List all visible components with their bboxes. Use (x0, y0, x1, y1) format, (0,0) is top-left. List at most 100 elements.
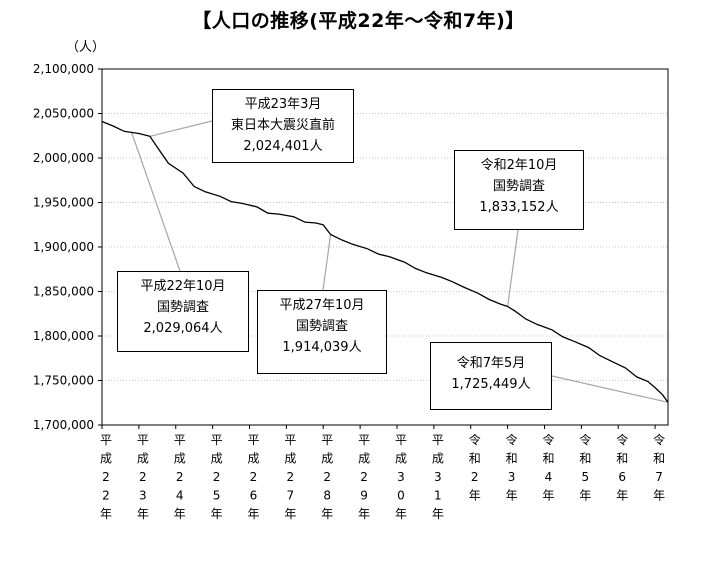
x-tick-label-char: 年 (542, 489, 554, 503)
callout-r2-census: 令和2年10月 国勢調査 1,833,152人 (454, 150, 584, 230)
x-tick-label-char: 平 (358, 433, 370, 447)
x-tick-label-char: 成 (174, 452, 186, 466)
x-tick-label-char: 成 (137, 452, 149, 466)
y-tick-label: 1,900,000 (33, 240, 94, 254)
x-tick-label-char: 年 (247, 507, 259, 521)
x-tick-label-char: 4 (176, 489, 184, 503)
x-tick-label-char: 平 (137, 433, 149, 447)
callout-r7-latest: 令和7年5月 1,725,449人 (430, 342, 552, 410)
callout-line: 令和2年10月 (480, 158, 558, 173)
x-tick-label-char: 5 (213, 489, 221, 503)
population-series-line (101, 120, 669, 403)
x-tick-label-char: 6 (250, 489, 258, 503)
callout-line: 平成23年3月 (244, 97, 322, 112)
callout-h23-pre-earthquake: 平成23年3月 東日本大震災直前 2,024,401人 (212, 89, 354, 163)
x-tick-label-char: 令 (579, 432, 591, 447)
y-tick-label: 1,800,000 (33, 329, 94, 343)
callout-leader-r2 (507, 229, 519, 307)
series-layer (101, 120, 669, 403)
x-tick-label-char: 成 (100, 452, 112, 466)
y-tick-label: 1,850,000 (33, 285, 94, 299)
x-tick-label-char: 6 (618, 470, 626, 484)
x-tick-label-char: 平 (100, 433, 112, 447)
x-tick-label-char: 2 (360, 470, 368, 484)
chart-title: 【人口の推移(平成22年～令和7年)】 (192, 10, 525, 32)
callout-line: 1,914,039人 (282, 340, 362, 355)
callout-h22-census: 平成22年10月 国勢調査 2,029,064人 (117, 271, 249, 352)
x-tick-label-char: 平 (432, 433, 444, 447)
x-tick-label-char: 和 (616, 452, 628, 466)
x-tick-label-char: 年 (469, 489, 481, 503)
x-tick-label-char: 3 (508, 470, 516, 484)
x-tick-label-char: 1 (434, 489, 442, 503)
x-tick-label-char: 令 (469, 432, 481, 447)
x-tick-label-char: 年 (321, 507, 333, 521)
x-tick-label-char: 3 (397, 470, 405, 484)
y-tick-label: 1,950,000 (33, 196, 94, 210)
x-tick-label-char: 2 (250, 470, 258, 484)
x-tick-label-char: 2 (139, 470, 147, 484)
x-tick-label-char: 年 (653, 489, 665, 503)
y-axis-unit: （人） (66, 40, 106, 55)
x-tick-label-char: 和 (653, 452, 665, 466)
y-tick-label: 2,050,000 (33, 107, 94, 121)
x-tick-label-char: 7 (655, 470, 663, 484)
callout-leader-h22 (130, 131, 181, 272)
x-tick-label-char: 年 (395, 507, 407, 521)
x-tick-label-char: 平 (247, 433, 259, 447)
x-tick-label-char: 平 (211, 433, 223, 447)
x-tick-label-char: 3 (434, 470, 442, 484)
x-tick-label-char: 成 (211, 452, 223, 466)
x-tick-label-char: 年 (211, 507, 223, 521)
callout-line: 1,833,152人 (479, 200, 559, 215)
x-tick-label-char: 年 (358, 507, 370, 521)
y-tick-label: 1,700,000 (33, 418, 94, 432)
x-tick-label-char: 成 (358, 452, 370, 466)
x-tick-label-char: 年 (174, 507, 186, 521)
x-tick-label-char: 8 (323, 489, 331, 503)
x-tick-label-char: 和 (506, 452, 518, 466)
x-tick-label-char: 年 (616, 489, 628, 503)
callout-line: 国勢調査 (295, 319, 348, 334)
callout-leader-h27 (322, 234, 332, 291)
x-tick-label-char: 和 (469, 452, 481, 466)
x-tick-label-char: 2 (287, 470, 295, 484)
y-tick-label: 2,100,000 (33, 62, 94, 76)
x-tick-label-char: 2 (102, 470, 110, 484)
x-tick-label-char: 平 (395, 433, 407, 447)
callout-line: 平成27年10月 (279, 298, 365, 313)
callout-leader-r7 (551, 375, 669, 403)
x-tick-label-char: 年 (137, 507, 149, 521)
x-tick-label-char: 年 (284, 507, 296, 521)
x-tick-label-char: 平 (174, 433, 186, 447)
x-tick-label-char: 令 (616, 432, 628, 447)
x-tick-label-char: 9 (360, 489, 368, 503)
x-tick-label-char: 和 (542, 452, 554, 466)
x-tick-label-char: 年 (579, 489, 591, 503)
callout-line: 東日本大震災直前 (230, 118, 335, 133)
x-tick-label-char: 2 (213, 470, 221, 484)
callout-leaders (130, 120, 669, 403)
callout-line: 2,029,064人 (143, 321, 223, 336)
x-tick-label-char: 7 (287, 489, 295, 503)
x-tick-label-char: 2 (471, 470, 479, 484)
x-tick-label-char: 令 (506, 432, 518, 447)
y-tick-label: 2,000,000 (33, 151, 94, 165)
x-tick-label-char: 和 (579, 452, 591, 466)
callout-line: 平成22年10月 (140, 279, 226, 294)
callout-line: 国勢調査 (492, 179, 545, 194)
y-axis-ticks: 2,100,000 2,050,000 2,000,000 1,950,000 1,90… (33, 62, 102, 432)
y-tick-label: 1,750,000 (33, 374, 94, 388)
callout-line: 2,024,401人 (243, 139, 323, 154)
x-tick-label-char: 成 (432, 452, 444, 466)
x-tick-label-char: 令 (653, 432, 665, 447)
x-tick-label-char: 5 (582, 470, 590, 484)
x-tick-label-char: 年 (432, 507, 444, 521)
x-tick-label-char: 年 (100, 507, 112, 521)
x-tick-label-char: 平 (284, 433, 296, 447)
x-tick-label-char: 成 (247, 452, 259, 466)
callout-line: 令和7年5月 (456, 356, 526, 371)
x-tick-label-char: 年 (506, 489, 518, 503)
x-tick-label-char: 成 (321, 452, 333, 466)
